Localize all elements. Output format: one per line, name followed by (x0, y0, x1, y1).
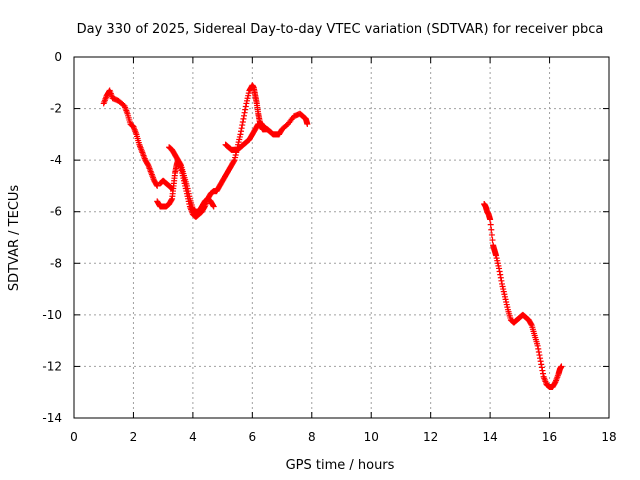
grid-layer (74, 57, 609, 418)
data-series (100, 87, 161, 189)
x-tick-label: 2 (130, 430, 138, 444)
x-tick-label: 18 (601, 430, 616, 444)
x-tick-label: 16 (542, 430, 557, 444)
data-series (222, 121, 268, 153)
data-point (261, 123, 268, 130)
x-tick-label: 0 (70, 430, 78, 444)
y-tick-label: -10 (42, 308, 62, 322)
data-series (481, 200, 565, 391)
chart-title: Day 330 of 2025, Sidereal Day-to-day VTE… (77, 22, 604, 37)
data-point (487, 216, 494, 223)
data-point-marker (489, 237, 496, 244)
y-tick-label: -14 (42, 411, 62, 425)
data-point (210, 203, 217, 210)
data-series (166, 144, 217, 215)
x-tick-label: 6 (249, 430, 257, 444)
plot-frame (73, 56, 610, 419)
x-tick-label: 10 (364, 430, 379, 444)
data-point (558, 363, 565, 370)
x-tick-label: 14 (482, 430, 497, 444)
y-tick-label: 0 (54, 50, 62, 64)
data-point-marker (488, 231, 495, 238)
y-tick-label: -6 (50, 205, 62, 219)
y-axis-label: SDTVAR / TECUs (7, 185, 22, 292)
x-tick-label: 4 (189, 430, 197, 444)
y-tick-label: -2 (50, 102, 62, 116)
data-point-marker (488, 226, 495, 233)
data-point (304, 121, 311, 128)
y-tick-label: -8 (50, 256, 62, 270)
data-series (157, 177, 176, 192)
series-layer (100, 82, 565, 391)
y-tick-label: -12 (42, 359, 62, 373)
x-tick-label: 8 (308, 430, 316, 444)
data-point-marker (487, 221, 494, 228)
x-tick-label: 12 (423, 430, 438, 444)
x-axis-label: GPS time / hours (286, 458, 395, 473)
y-tick-label: -4 (50, 153, 62, 167)
data-point (169, 185, 176, 192)
tick-layer: 0 2 4 6 8 10 12 14 16 18 0 -2 -4 -6 -8 -10 -12 -14 (42, 50, 616, 444)
